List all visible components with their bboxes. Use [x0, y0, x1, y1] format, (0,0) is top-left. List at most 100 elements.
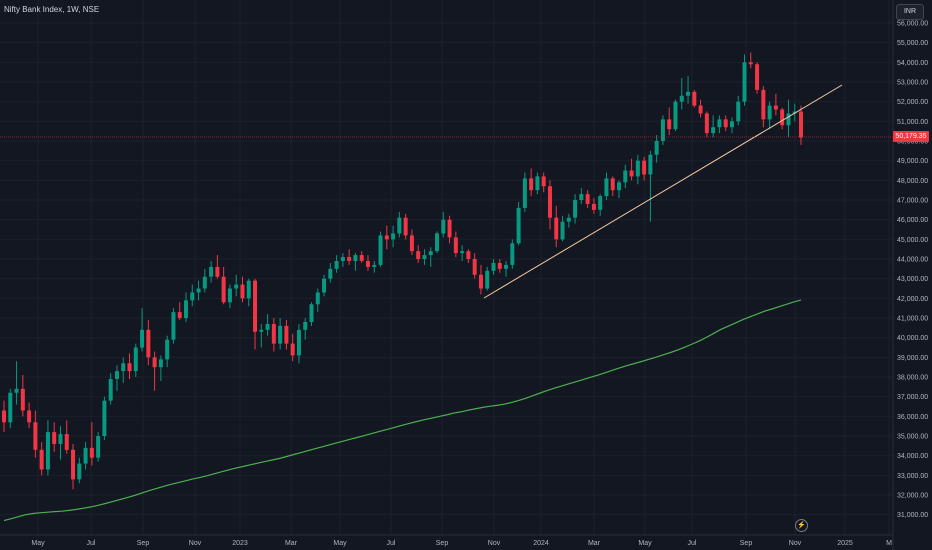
time-axis[interactable]: May Jul Sep Nov 2023 Mar May Jul Sep Nov 2024 Mar Ma… [31, 540, 892, 547]
candle-body [510, 243, 515, 265]
candle-body [717, 119, 722, 128]
candle-body [71, 449, 76, 480]
candle-body [516, 207, 521, 244]
y-tick-label: 47,000.00 [897, 198, 928, 205]
candle-body [108, 379, 113, 401]
y-tick-label: 42,000.00 [897, 296, 928, 303]
candle-body [654, 141, 659, 155]
y-tick-label: 56,000.00 [897, 20, 928, 27]
y-tick-label: 45,000.00 [897, 237, 928, 244]
candle-body [359, 255, 364, 261]
moving-average-path [3, 299, 802, 522]
candle-body [428, 251, 433, 256]
candle-body [158, 359, 163, 368]
candle-body [522, 178, 527, 208]
price-axis[interactable]: 31,000.00 32,000.00 33,000.00 34,000.00 35,0… [897, 20, 928, 519]
candle-body [629, 170, 634, 177]
candle-body [340, 257, 345, 261]
candle-body [315, 292, 320, 305]
candle-body [347, 257, 352, 261]
y-tick-label: 37,000.00 [897, 394, 928, 401]
candle-body [165, 339, 170, 360]
candle-body [767, 105, 772, 120]
x-tick-label: 2024 [533, 540, 549, 547]
candle-body [466, 251, 471, 260]
x-tick-label: 2025 [837, 540, 853, 547]
candle-body [573, 200, 578, 218]
candle-body [497, 262, 502, 269]
candle-body [52, 432, 57, 444]
candle-body [196, 288, 201, 293]
candle-body [604, 178, 609, 197]
candle-body [240, 284, 245, 299]
x-tick-label: Sep [436, 540, 449, 547]
candle-body [2, 410, 6, 423]
candle-body [698, 105, 703, 114]
candle-body [328, 268, 333, 279]
candle-body [453, 237, 458, 254]
candle-body [190, 292, 195, 301]
candle-body [20, 388, 25, 411]
y-tick-label: 53,000.00 [897, 79, 928, 86]
x-tick-label: Mar [588, 540, 601, 547]
candle-body [8, 392, 13, 423]
candle-body [780, 109, 785, 126]
candle-body [485, 270, 490, 289]
candlestick-series [2, 52, 803, 490]
x-tick-label: Jul [688, 540, 697, 547]
candle-body [39, 449, 44, 470]
candle-body [635, 160, 640, 177]
candle-body [460, 251, 465, 254]
x-tick-label: Mar [285, 540, 298, 547]
candle-body [409, 235, 414, 252]
candle-body [378, 235, 383, 265]
candle-body [58, 434, 63, 444]
candle-body [729, 121, 734, 128]
candle-body [209, 266, 214, 277]
candle-body [265, 323, 270, 330]
y-tick-label: 38,000.00 [897, 375, 928, 382]
moving-average-line [3, 299, 802, 522]
candle-body [736, 101, 741, 122]
x-tick-label: M [886, 540, 892, 547]
candle-body [140, 329, 145, 348]
candle-body [102, 400, 107, 437]
candle-body [435, 233, 440, 252]
candle-body [334, 260, 339, 269]
candle-body [83, 447, 88, 464]
x-tick-label: Jul [87, 540, 96, 547]
candle-body [296, 329, 301, 356]
trend-line[interactable] [483, 84, 843, 299]
candle-body [773, 105, 778, 110]
candle-body [45, 432, 50, 470]
candle-body [372, 264, 377, 267]
currency-button[interactable]: INR [896, 4, 924, 20]
candle-body [610, 178, 615, 191]
y-tick-label: 48,000.00 [897, 178, 928, 185]
candle-body [146, 329, 151, 358]
candle-body [133, 347, 138, 372]
x-tick-label: May [333, 540, 347, 547]
candle-body [322, 278, 327, 293]
candle-body [416, 251, 421, 260]
y-tick-label: 41,000.00 [897, 316, 928, 323]
candle-body [234, 284, 239, 289]
y-tick-label: 54,000.00 [897, 60, 928, 67]
x-tick-label: Nov [189, 540, 202, 547]
candle-body [422, 255, 427, 260]
y-tick-label: 32,000.00 [897, 493, 928, 500]
candle-body [660, 119, 665, 141]
candle-body [397, 217, 402, 234]
y-tick-label: 35,000.00 [897, 434, 928, 441]
candle-body [711, 127, 716, 134]
x-tick-label: Jul [387, 540, 396, 547]
lightning-icon[interactable]: ⚡ [795, 519, 808, 532]
candle-body [441, 219, 446, 234]
candle-body [598, 196, 603, 210]
candle-body [560, 221, 565, 240]
candle-body [648, 154, 653, 175]
candle-body [391, 233, 396, 240]
candle-body [761, 89, 766, 120]
y-tick-label: 50,000.00 [897, 139, 928, 146]
